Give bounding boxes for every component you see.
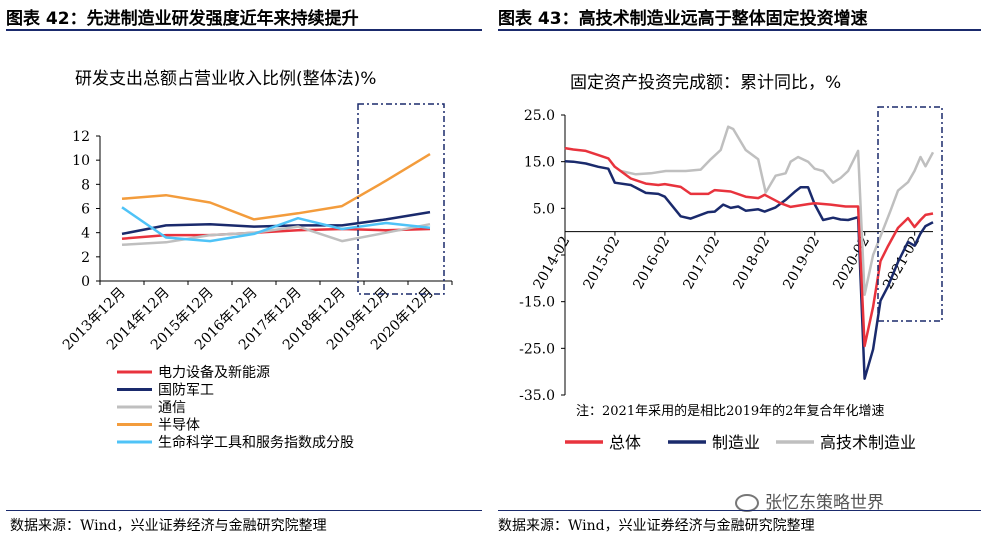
left-y-tick-label: 4: [81, 226, 90, 242]
left-series-line: [121, 222, 431, 247]
right-x-tick-label: 2015-02: [580, 234, 623, 292]
left-legend-label: 半导体: [158, 418, 200, 434]
left-legend-label: 国防军工: [158, 383, 214, 399]
left-highlight-box: [357, 103, 445, 295]
left-series-line: [121, 227, 431, 240]
left-series-line: [121, 206, 431, 243]
right-chart-note: 注：2021年采用的是相比2019年的2年复合年化增速: [576, 403, 884, 419]
left-y-tick-label: 2: [81, 250, 90, 266]
right-x-tick-label: 2014-02: [531, 234, 574, 292]
left-legend-label: 生命科学工具和服务指数成分股: [158, 434, 354, 451]
wechat-icon: [735, 494, 759, 512]
right-y-tick-label: 15.0: [524, 155, 555, 171]
right-y-tick-label: -15.0: [519, 295, 555, 311]
left-legend-label: 电力设备及新能源: [158, 364, 270, 381]
right-series-line: [564, 159, 934, 380]
left-y-tick-label: 10: [72, 153, 90, 169]
right-source-note: 数据来源：Wind，兴业证券经济与金融研究院整理: [498, 518, 815, 534]
right-legend-label: 制造业: [712, 433, 760, 452]
watermark-text: 张忆东策略世界: [765, 493, 884, 513]
right-header-rule: [498, 29, 981, 31]
left-y-tick-label: 6: [81, 202, 90, 218]
left-legend-label: 通信: [158, 400, 186, 416]
right-legend-label: 高技术制造业: [820, 433, 916, 452]
left-y-tick-label: 12: [72, 129, 90, 145]
right-legend-label: 总体: [609, 433, 641, 452]
left-y-tick-label: 8: [81, 177, 90, 193]
right-x-tick-label: 2019-02: [780, 234, 823, 292]
right-y-tick-label: 5.0: [533, 201, 555, 217]
right-chart-title: 固定资产投资完成额：累计同比，%: [570, 73, 842, 93]
right-panel-header: 图表 43：高技术制造业远高于整体固定投资增速: [498, 9, 868, 29]
right-highlight-box: [877, 106, 943, 322]
right-footer-rule: [498, 510, 981, 511]
right-x-tick-label: 2017-02: [680, 234, 723, 292]
left-header-rule: [6, 29, 482, 31]
left-series-line: [121, 153, 431, 221]
left-footer-rule: [6, 510, 482, 511]
left-chart-title: 研发支出总额占营业收入比例(整体法)%: [75, 69, 377, 89]
right-y-tick-label: 25.0: [524, 108, 555, 124]
left-y-tick-label: 0: [81, 274, 90, 290]
right-y-tick-label: -35.0: [519, 388, 555, 404]
right-x-tick-label: 2016-02: [630, 234, 673, 292]
left-source-note: 数据来源：Wind，兴业证券经济与金融研究院整理: [10, 518, 327, 534]
right-x-tick-label: 2018-02: [730, 234, 773, 292]
right-series-line: [620, 125, 935, 296]
watermark: 张忆东策略世界: [735, 488, 884, 513]
right-series-line: [564, 146, 934, 348]
left-panel-header: 图表 42：先进制造业研发强度近年来持续提升: [6, 9, 359, 29]
right-y-tick-label: -25.0: [519, 341, 555, 357]
